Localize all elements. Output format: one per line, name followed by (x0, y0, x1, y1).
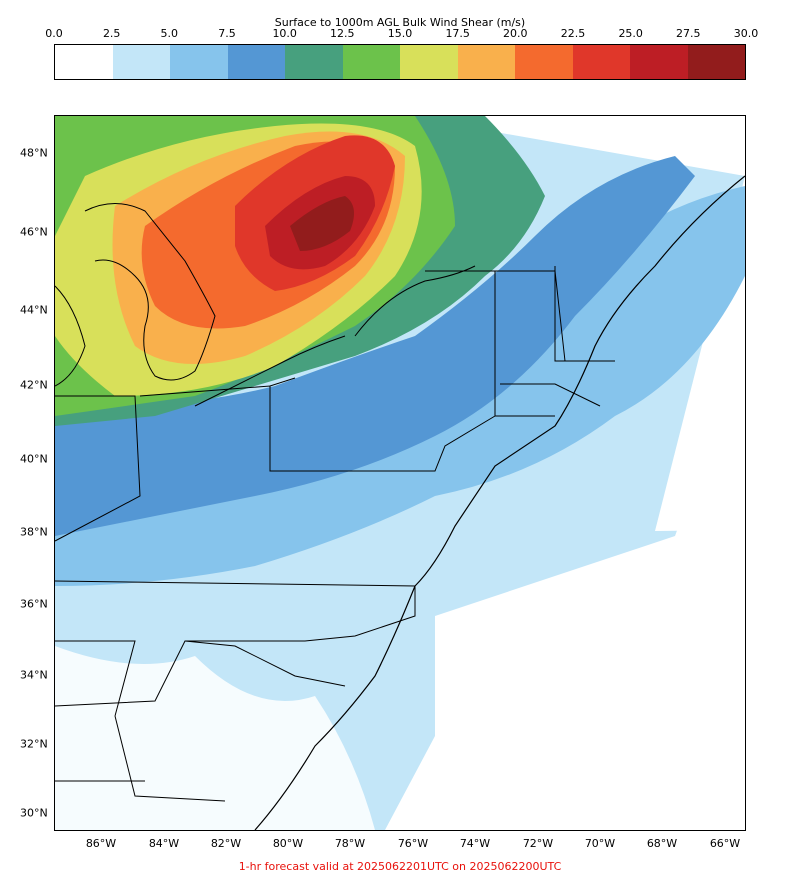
colorbar-segment (630, 45, 688, 79)
lat-label: 30°N (20, 806, 48, 820)
lon-label: 82°W (210, 837, 242, 850)
atlantic-coastline (254, 175, 745, 830)
lon-label: 74°W (459, 837, 491, 850)
shear-field-low-south (55, 646, 375, 830)
indiana-ohio-border (55, 395, 141, 542)
colorbar-tick: 20.0 (503, 27, 528, 40)
colorbar-title: Surface to 1000m AGL Bulk Wind Shear (m/… (274, 16, 526, 29)
lat-label: 40°N (20, 452, 48, 466)
lat-label: 42°N (20, 378, 48, 392)
lon-label: 72°W (522, 837, 554, 850)
colorbar-segment (55, 45, 113, 79)
colorbar-tick: 22.5 (560, 27, 586, 40)
lake-erie (194, 335, 346, 407)
colorbar-segment (170, 45, 228, 79)
lake-ontario (354, 265, 476, 337)
colorbar-tick: 7.5 (218, 27, 236, 40)
lon-label: 84°W (148, 837, 180, 850)
map-canvas (55, 116, 745, 830)
colorbar-tick: 12.5 (330, 27, 355, 40)
wind-shear-map (54, 115, 746, 831)
lat-label: 36°N (20, 597, 48, 611)
colorbar-segment (457, 45, 515, 79)
lon-label: 76°W (397, 837, 429, 850)
nc-sc-border (184, 640, 346, 687)
colorbar-segment (400, 45, 458, 79)
colorbar-segment (285, 45, 343, 79)
colorbar-tick: 2.5 (102, 27, 121, 40)
lat-label: 44°N (20, 303, 48, 317)
ga-al-border (114, 715, 226, 802)
colorbar-segment (515, 45, 573, 79)
colorbar-tick: 27.5 (676, 27, 701, 40)
shear-field-27-5 (290, 196, 354, 251)
tn-border (55, 640, 136, 717)
ma-border (500, 383, 601, 407)
lat-label: 46°N (20, 225, 48, 239)
lake-michigan-west-shore (55, 285, 86, 387)
lon-label: 66°W (709, 837, 741, 850)
shear-field-7-5 (55, 156, 695, 536)
colorbar-segment (112, 45, 170, 79)
colorbar-tick: 15.0 (387, 27, 413, 40)
colorbar-tick: 17.5 (445, 27, 470, 40)
lon-label: 78°W (334, 837, 366, 850)
colorbar (54, 44, 746, 80)
forecast-caption: 1-hr forecast valid at 2025062201UTC on … (238, 860, 562, 873)
colorbar-segment (572, 45, 630, 79)
lon-label: 68°W (646, 837, 678, 850)
lat-label: 32°N (20, 737, 48, 751)
colorbar-segment (227, 45, 285, 79)
colorbar-segment (687, 45, 745, 79)
va-nc-border (55, 580, 416, 707)
lon-label: 86°W (85, 837, 117, 850)
colorbar-segment (342, 45, 400, 79)
map-boundaries (55, 175, 745, 830)
colorbar-tick: 5.0 (160, 27, 179, 40)
pa-lake-erie-border (269, 377, 296, 387)
lat-label: 38°N (20, 525, 48, 539)
ny-vt-border (494, 271, 555, 417)
shear-field-low-ocean (385, 236, 745, 830)
great-lakes-coast (84, 203, 216, 381)
nh-me-border (554, 266, 615, 362)
lat-label: 48°N (20, 146, 48, 160)
colorbar-tick: 25.0 (618, 27, 643, 40)
colorbar-tick: 10.0 (272, 27, 297, 40)
lat-label: 34°N (20, 668, 48, 682)
colorbar-tick: 30.0 (733, 27, 759, 40)
ohio-pennsylvania-border (139, 385, 496, 472)
colorbar-tick: 0.0 (45, 27, 63, 40)
lon-label: 70°W (584, 837, 616, 850)
lon-label: 80°W (272, 837, 304, 850)
